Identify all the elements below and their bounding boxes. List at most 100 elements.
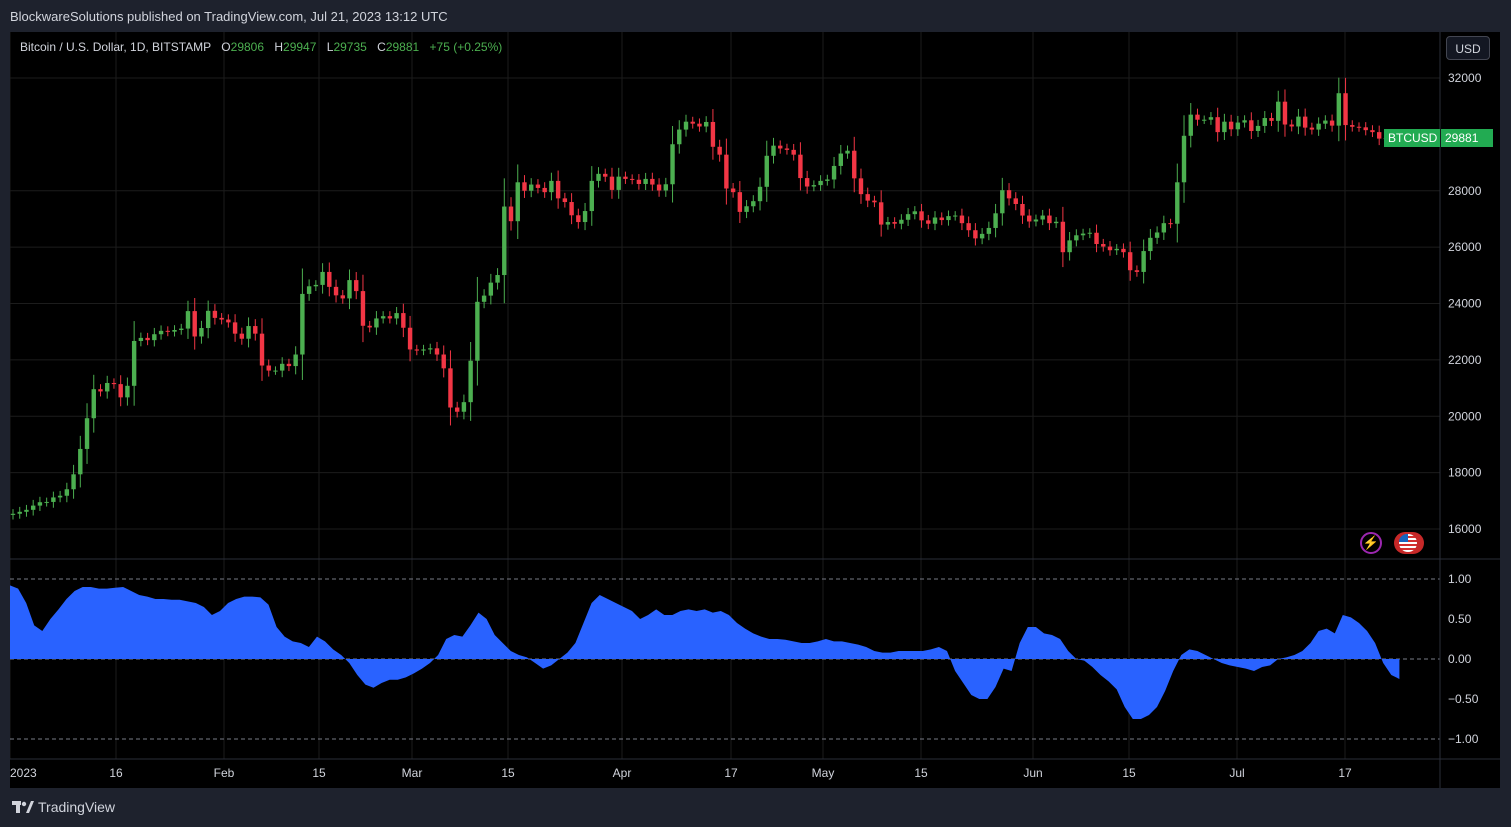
publisher-line: BlockwareSolutions published on TradingV… — [10, 9, 448, 24]
candle-body — [1329, 120, 1335, 126]
candle-body — [751, 201, 756, 207]
candle-body — [138, 337, 144, 341]
time-tick-label: Jul — [1229, 766, 1244, 780]
candle-body — [650, 178, 655, 185]
candle-body — [784, 148, 790, 150]
candle-body — [737, 192, 743, 212]
candle-body — [1356, 126, 1362, 128]
candle-body — [1013, 198, 1018, 204]
candle-body — [1087, 232, 1092, 234]
candle-body — [172, 329, 177, 332]
oscillator-pane — [10, 578, 1440, 740]
candle-body — [387, 316, 393, 319]
candle-body — [347, 280, 352, 299]
candle-body — [1080, 233, 1086, 236]
candle-body — [1161, 223, 1167, 233]
candle-body — [508, 206, 514, 222]
candle-body — [778, 145, 783, 149]
candle-body — [502, 206, 507, 276]
candle-body — [91, 389, 96, 419]
candle-body — [1202, 119, 1207, 121]
candle-body — [441, 354, 446, 369]
price-tag-value: 29881 — [1441, 129, 1493, 147]
candle-body — [757, 186, 763, 202]
chart-area[interactable]: 16000 18000 20000 22000 24000 26000 28000 32000… — [10, 32, 1500, 788]
candle-body — [818, 180, 823, 186]
candle-body — [939, 217, 944, 221]
candle-body — [1215, 117, 1220, 133]
candle-body — [1053, 221, 1059, 224]
candle-body — [219, 317, 224, 320]
candle-body — [152, 334, 157, 341]
chart-svg[interactable]: 16000 18000 20000 22000 24000 26000 28000 32000… — [10, 32, 1500, 788]
candle-body — [663, 184, 669, 191]
candle-body — [1121, 248, 1126, 253]
candle-body — [205, 310, 211, 329]
candle-body — [885, 222, 891, 225]
candle-body — [1175, 182, 1180, 224]
candle-body — [744, 206, 749, 212]
candle-body — [811, 185, 817, 187]
candle-body — [461, 402, 467, 412]
candle-body — [1101, 244, 1106, 247]
candle-body — [380, 316, 386, 319]
candle-body — [865, 194, 870, 201]
legend-low: 29735 — [333, 40, 367, 54]
candle-body — [643, 178, 648, 184]
price-tag-symbol: BTCUSD — [1384, 129, 1440, 147]
osc-tick-label: −0.50 — [1448, 692, 1479, 706]
candle-body — [1074, 235, 1079, 241]
candle-body — [1370, 130, 1375, 133]
candle-body — [966, 223, 971, 231]
candle-body — [1168, 223, 1173, 225]
candle-body — [710, 121, 716, 147]
lightning-icon[interactable]: ⚡ — [1360, 532, 1382, 554]
candle-body — [1296, 116, 1301, 127]
candle-body — [1222, 121, 1227, 133]
candle-body — [1181, 135, 1187, 183]
time-tick-label: May — [812, 766, 835, 780]
candle-body — [226, 319, 231, 323]
candle-body — [30, 505, 36, 510]
currency-button[interactable]: USD — [1446, 36, 1490, 60]
candle-body — [84, 418, 90, 449]
time-tick-label: 16 — [109, 766, 123, 780]
price-tick-label: 32000 — [1448, 71, 1482, 85]
candle-body — [266, 365, 271, 371]
candle-body — [448, 368, 453, 408]
candle-body — [1188, 114, 1193, 136]
candle-body — [125, 385, 130, 398]
candle-body — [1006, 190, 1012, 199]
candle-body — [239, 333, 245, 339]
candle-body — [273, 370, 278, 372]
candle-body — [804, 178, 810, 187]
oscillator-area — [10, 585, 1400, 719]
candle-body — [529, 184, 534, 191]
candle-body — [333, 286, 339, 296]
time-tick-label: Apr — [613, 766, 632, 780]
candle-body — [1107, 246, 1113, 251]
price-tick-label: 28000 — [1448, 184, 1482, 198]
candle-body — [394, 313, 399, 319]
osc-tick-label: 0.00 — [1448, 652, 1472, 666]
candle-body — [1255, 125, 1261, 131]
candle-body — [179, 328, 184, 330]
candle-body — [1316, 123, 1321, 130]
candle-body — [616, 176, 621, 190]
candle-body — [1000, 190, 1005, 214]
candle-body — [852, 150, 857, 179]
candle-body — [629, 178, 635, 180]
candle-body — [1114, 248, 1119, 251]
candle-body — [300, 293, 305, 355]
legend-close-label: C — [377, 40, 386, 54]
candle-body — [993, 213, 998, 228]
osc-tick-label: 1.00 — [1448, 572, 1472, 586]
candle-body — [105, 382, 110, 392]
tradingview-logo[interactable]: TradingView — [12, 799, 115, 815]
time-tick-label: 2023 — [10, 766, 37, 780]
candle-body — [199, 328, 204, 337]
us-flag-icon[interactable] — [1394, 532, 1424, 554]
candle-body — [253, 326, 258, 334]
legend-close: 29881 — [385, 40, 420, 54]
candle-body — [946, 216, 951, 221]
